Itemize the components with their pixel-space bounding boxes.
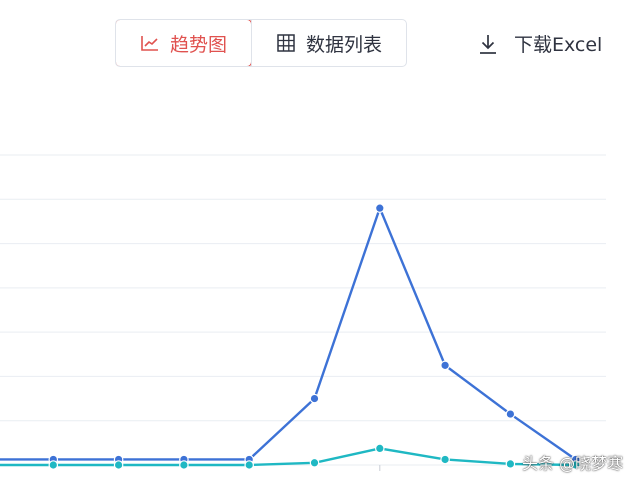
series-1-point [440,360,450,371]
download-excel-button[interactable]: 下载Excel [478,30,602,57]
series-line-2 [0,447,576,467]
series-2-point [179,460,189,470]
tab-trend-chart[interactable]: 趋势图 [116,20,253,66]
watermark: 头条 @晓梦寒 [522,454,624,473]
view-toggle: 趋势图 数据列表 [115,19,408,67]
tab-trend-chart-label: 趋势图 [170,33,228,56]
series-2-point [48,460,59,470]
series-2-point [244,460,254,470]
series-line-1 [0,206,577,461]
tab-data-list-label: 数据列表 [306,33,383,56]
series-2-point [113,460,124,470]
series-2-point [309,457,320,468]
trend-chart-icon [140,34,160,52]
series-2-point [505,459,516,469]
series-2-point [570,460,581,470]
series-2-point [374,443,385,454]
tab-data-list[interactable]: 数据列表 [251,20,406,66]
download-icon [478,33,498,55]
series-1-point [309,393,320,404]
series-1-point [374,203,385,213]
table-grid-icon [276,33,296,53]
download-excel-label: 下载Excel [514,34,603,56]
series-2-point [440,454,450,465]
series-1-point [505,409,516,419]
